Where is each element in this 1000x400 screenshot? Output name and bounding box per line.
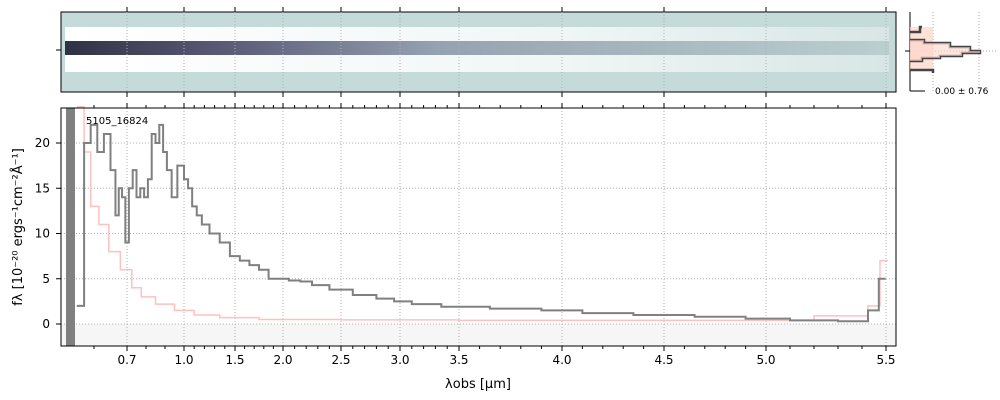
2d-trace: [65, 41, 889, 55]
x-tick-label: 1.0: [174, 353, 193, 367]
object-label: 5105_16824: [86, 116, 148, 127]
x-tick-label: 4.0: [552, 353, 571, 367]
masked-flux-edge: [66, 108, 75, 346]
y-tick-label: 20: [35, 136, 50, 150]
x-axis-label: λobs [μm]: [445, 377, 511, 392]
x-tick-label: 2.0: [273, 353, 292, 367]
x-tick-label: 3.5: [449, 353, 468, 367]
histogram-label: 0.00 ± 0.76: [935, 87, 989, 97]
y-tick-label: 10: [35, 227, 50, 241]
1d-spectrum-panel: 0.7 1.0 1.5 2.0 2.5 3.0 3.5 4.0 4.5 5.0 5.5 0 5 10 15 2…: [10, 7, 897, 392]
x-tick-label: 0.7: [117, 353, 136, 367]
histogram-panel: 0.00 ± 0.76: [905, 12, 997, 97]
x-tick-label: 5.5: [876, 353, 895, 367]
x-tick-label: 1.5: [225, 353, 244, 367]
x-tick-label: 5.0: [756, 353, 775, 367]
2d-frame: [60, 11, 897, 93]
x-tick-label: 4.5: [654, 353, 673, 367]
2d-spectrum-panel: [56, 11, 897, 93]
x-tick-label: 3.0: [390, 353, 409, 367]
flux-line: [76, 123, 886, 323]
y-axis-label: fλ [10⁻²⁰ ergs⁻¹cm⁻²Å⁻¹]: [10, 148, 26, 306]
y-tick-label: 15: [35, 181, 50, 195]
x-tick-label: 2.5: [331, 353, 350, 367]
y-tick-label: 5: [42, 272, 50, 286]
y-tick-label: 0: [42, 317, 50, 331]
